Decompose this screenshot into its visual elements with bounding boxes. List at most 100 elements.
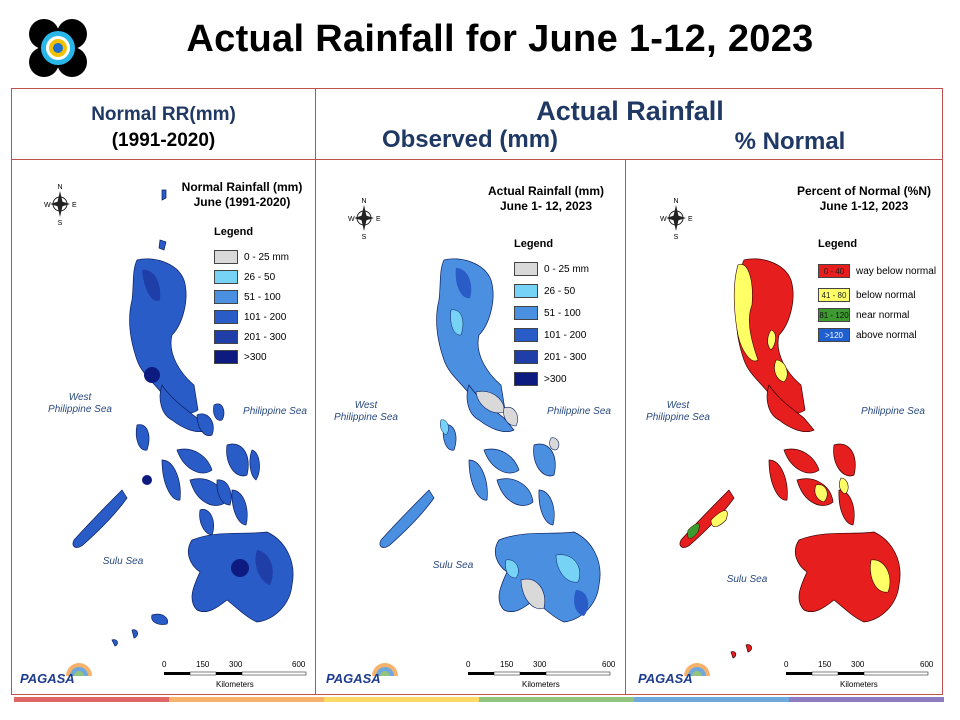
svg-text:S: S (674, 234, 679, 240)
actual-rainfall-map-panel: N W E S Actual Rainfall (mm) June 1- 12,… (316, 160, 625, 692)
sea-label-east: Philippine Sea (547, 406, 611, 417)
legend-item: 81 - 120 near normal (818, 308, 909, 322)
legend-swatch (514, 372, 538, 386)
legend-swatch (514, 350, 538, 364)
sea-label-south: Sulu Sea (102, 556, 144, 567)
philippines-map-percent (679, 258, 901, 659)
legend-item: 26 - 50 (214, 270, 275, 284)
legend-title: Legend (214, 226, 254, 238)
legend-label: above normal (856, 329, 917, 341)
pagasa-logo-icon (372, 663, 398, 676)
legend-swatch (514, 306, 538, 320)
legend-swatch (214, 350, 238, 364)
scale-tick-150: 150 (196, 660, 210, 669)
legend-label: below normal (856, 289, 916, 301)
dost-seal-logo (29, 19, 87, 77)
map-title-line1: Normal Rainfall (mm) (181, 180, 303, 194)
legend-swatch (514, 328, 538, 342)
legend-item: 0 - 25 mm (214, 250, 289, 264)
legend-label: 0 - 25 mm (544, 263, 590, 275)
scale-tick-0: 0 (162, 660, 167, 669)
svg-text:W: W (660, 216, 667, 223)
svg-text:E: E (688, 216, 693, 223)
legend-title: Legend (514, 238, 554, 250)
compass-rose-icon: N W E S (44, 184, 77, 226)
pagasa-logo-icon (66, 663, 92, 676)
legend-item: 26 - 50 (514, 284, 575, 298)
panel-frame-percent (625, 159, 943, 695)
legend-swatch (214, 310, 238, 324)
compass-n: N (57, 184, 62, 191)
compass-rose-icon: N W E S (660, 198, 693, 240)
legend-item: >120 above normal (818, 328, 917, 342)
legend-title: Legend (818, 238, 858, 250)
page-title: Actual Rainfall for June 1-12, 2023 (186, 18, 814, 60)
normal-rainfall-map-panel: N W E S Normal Rainfall (mm) June (1991-… (12, 160, 315, 692)
scale-unit: Kilometers (840, 680, 878, 689)
legend-item: 0 - 40 way below normal (818, 264, 936, 278)
legend-swatch: >120 (818, 328, 850, 342)
scale-unit: Kilometers (216, 680, 254, 689)
legend-item: 201 - 300 (214, 330, 286, 344)
percent-normal-map-panel: N W E S Percent of Normal (%N) June 1-12… (626, 160, 942, 692)
svg-text:S: S (362, 234, 367, 240)
bar-segment (789, 697, 944, 702)
pagasa-logo-text: PAGASA (20, 671, 75, 686)
legend-swatch (214, 270, 238, 284)
legend-label: near normal (856, 309, 910, 321)
legend-item: >300 (514, 372, 567, 386)
bottom-color-bar (14, 697, 944, 702)
pagasa-logo-text: PAGASA (638, 671, 693, 686)
legend-label: 51 - 100 (244, 291, 281, 303)
sea-label-south: Sulu Sea (432, 560, 474, 571)
legend-label: 0 - 25 mm (244, 251, 290, 263)
scale-bar (164, 671, 307, 676)
scale-tick-300: 300 (229, 660, 243, 669)
sea-label-east: Philippine Sea (243, 406, 307, 417)
bar-segment (634, 697, 789, 702)
sea-label-east: Philippine Sea (861, 406, 925, 417)
map-title-line2: June 1- 12, 2023 (499, 199, 593, 213)
legend-item: 101 - 200 (514, 328, 586, 342)
philippines-map-normal (72, 189, 294, 647)
legend-item: 201 - 300 (514, 350, 586, 364)
legend-swatch (214, 330, 238, 344)
scale-bar (468, 671, 611, 676)
legend-label: 101 - 200 (544, 329, 587, 341)
philippines-map-actual (379, 258, 601, 623)
svg-text:W: W (348, 216, 355, 223)
map-title-line1: Percent of Normal (%N) (796, 184, 932, 198)
legend-label: 201 - 300 (244, 331, 287, 343)
legend-item: >300 (214, 350, 267, 364)
scale-tick-150: 150 (500, 660, 514, 669)
scale-bar (786, 671, 929, 676)
legend-label: 51 - 100 (544, 307, 581, 319)
legend-label: >300 (544, 373, 567, 385)
compass-rose-icon: N W E S (348, 198, 381, 240)
legend-item: 51 - 100 (214, 290, 281, 304)
compass-s: S (58, 220, 63, 226)
scale-tick-300: 300 (533, 660, 547, 669)
scale-tick-600: 600 (602, 660, 616, 669)
legend-label: 201 - 300 (544, 351, 587, 363)
normal-header-line1: Normal RR(mm) (91, 104, 236, 125)
scale-tick-150: 150 (818, 660, 832, 669)
compass-w: W (44, 202, 51, 209)
legend-label: 26 - 50 (544, 285, 576, 297)
legend-swatch: 0 - 40 (818, 264, 850, 278)
map-title-line1: Actual Rainfall (mm) (487, 184, 604, 198)
sea-label-west: West Philippine Sea (646, 400, 710, 423)
actual-header: Actual Rainfall (536, 96, 724, 126)
bar-segment (14, 697, 169, 702)
legend-swatch: 41 - 80 (818, 288, 850, 302)
pagasa-logo-icon (684, 663, 710, 676)
bar-segment (169, 697, 324, 702)
legend-label: way below normal (856, 265, 937, 277)
sea-label-south: Sulu Sea (726, 574, 768, 585)
legend-item: 0 - 25 mm (514, 262, 589, 276)
legend-swatch (214, 290, 238, 304)
legend-label: >300 (244, 351, 267, 363)
bar-segment (324, 697, 479, 702)
scale-tick-600: 600 (920, 660, 934, 669)
bar-segment (479, 697, 634, 702)
